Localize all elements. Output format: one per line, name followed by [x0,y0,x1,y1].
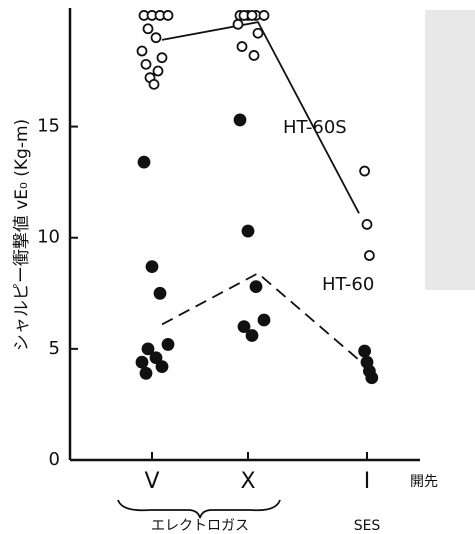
data-point [363,250,375,261]
data-point [136,45,148,57]
data-point [153,286,167,300]
y-tick-label: 0 [49,449,60,470]
data-point [161,338,175,351]
data-point [162,10,174,21]
series-label: HT-60 [322,274,374,295]
data-point [139,366,153,380]
y-tick-label: 15 [37,116,60,137]
data-point [135,355,149,369]
data-point [246,10,258,21]
y-axis-label: シャルピー衝撃値 vE₀ (Kg-m) [12,119,32,351]
data-point [236,41,248,52]
data-point [145,260,159,274]
data-point [137,155,151,169]
data-point [241,224,255,238]
group-label: SES [354,518,381,534]
data-point [141,342,155,356]
trend-line [161,21,360,214]
data-point [155,360,169,374]
data-point [237,320,251,334]
data-point [156,52,168,64]
data-point [359,165,371,177]
data-point [249,280,263,294]
x-axis-label: 開先 [410,474,438,490]
data-point [245,329,259,342]
series-label: HT-60S [283,117,347,138]
data-point [232,18,244,30]
data-point [358,344,372,358]
data-point [150,32,162,44]
data-point [248,50,260,61]
data-point [148,78,160,90]
x-tick-label: I [364,469,371,494]
data-point [252,27,264,39]
data-point [361,218,373,230]
trend-line [161,272,360,361]
data-point [149,351,163,365]
data-point [233,113,247,127]
x-tick-label: V [144,469,159,494]
group-label: エレクトロガス [151,518,249,534]
y-tick-label: 5 [49,338,60,359]
data-point [365,371,379,385]
data-point [142,23,154,35]
y-tick-label: 10 [37,227,60,248]
data-point [257,313,271,327]
data-point [152,65,164,77]
data-point [258,10,270,21]
data-point [140,58,152,70]
x-tick-label: X [240,469,255,494]
group-brace [117,499,281,519]
scan-texture [425,10,475,290]
